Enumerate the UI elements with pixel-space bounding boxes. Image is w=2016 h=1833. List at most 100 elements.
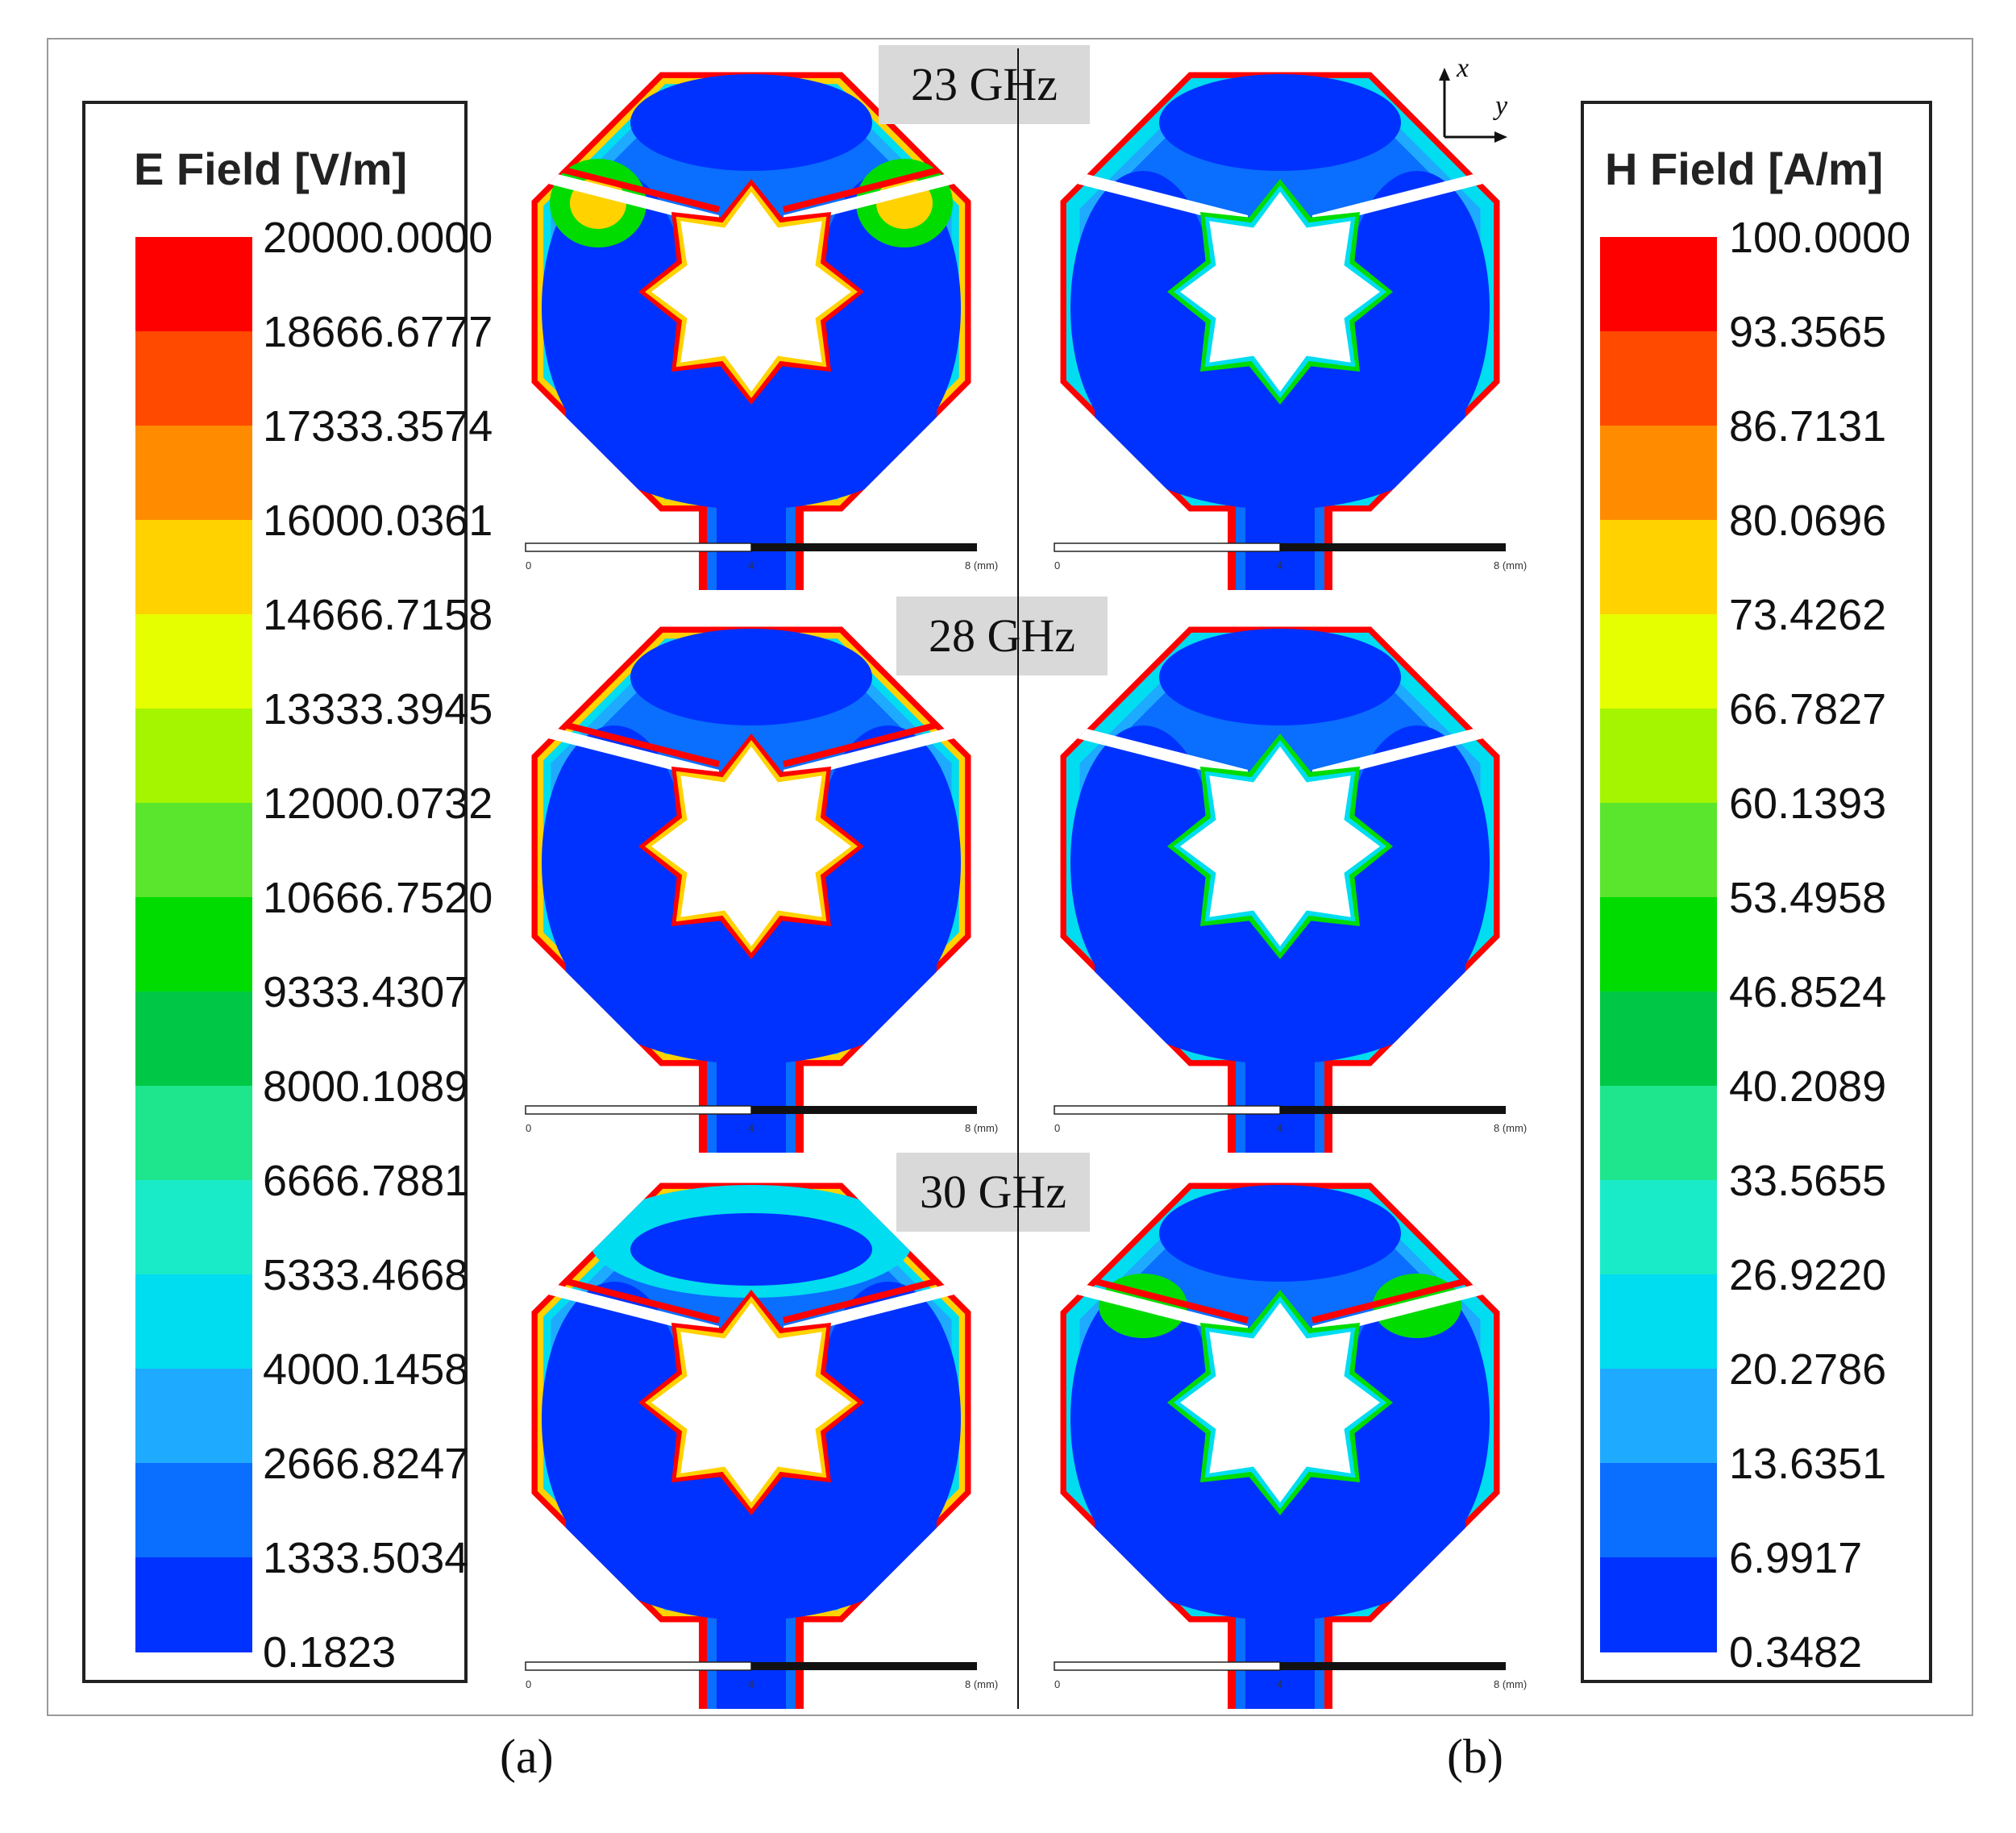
h-legend-label-11: 26.9220 (1729, 1251, 1887, 1299)
h-field-legend-title: H Field [A/m] (1605, 143, 1884, 194)
e-legend-label-3: 16000.0361 (263, 497, 493, 545)
scale-bar: 0 4 8 (mm) (1054, 1105, 1527, 1134)
field-plot-svg: 0 4 8 (mm) (1054, 1183, 1527, 1709)
field-plot-svg: 0 4 8 (mm) (1054, 72, 1527, 590)
e-legend-swatch-9 (135, 1086, 252, 1181)
scale-mid-label: 4 (1277, 1678, 1282, 1690)
field-panel-e23: 0 4 8 (mm) (493, 42, 1009, 590)
scale-bar: 0 4 8 (mm) (525, 1105, 998, 1134)
e-legend-label-1: 18666.6777 (263, 308, 493, 356)
scale-mid-label: 4 (748, 1122, 754, 1134)
antenna-field-map (531, 1183, 971, 1709)
h-legend-label-3: 80.0696 (1729, 497, 1887, 545)
scale-start-label: 0 (1054, 1678, 1060, 1690)
e-legend-label-7: 10666.7520 (263, 874, 493, 922)
field-panel-h30: 0 4 8 (mm) (1022, 1153, 1538, 1709)
h-legend-label-12: 20.2786 (1729, 1345, 1887, 1394)
h-legend-swatch-5 (1600, 709, 1717, 804)
h-legend-swatch-2 (1600, 426, 1717, 521)
h-legend-swatch-8 (1600, 991, 1717, 1087)
h-legend-swatch-3 (1600, 520, 1717, 615)
h-legend-label-13: 13.6351 (1729, 1440, 1887, 1488)
h-legend-label-5: 66.7827 (1729, 685, 1887, 734)
scale-end-label: 8 (mm) (1494, 1122, 1527, 1134)
h-legend-label-10: 33.5655 (1729, 1157, 1887, 1205)
field-plot-svg: 0 4 8 (mm) (525, 72, 998, 590)
e-legend-swatch-4 (135, 614, 252, 709)
h-legend-swatch-12 (1600, 1369, 1717, 1464)
h-legend-swatch-6 (1600, 803, 1717, 898)
field-plot-svg: 0 4 8 (mm) (1054, 626, 1527, 1153)
field-panel-h23: 0 4 8 (mm) (1022, 42, 1538, 590)
x-axis-arrowhead (1439, 68, 1450, 81)
e-field-legend: E Field [V/m] 20000.0000 18666.6777 17333.… (82, 101, 493, 1683)
e-legend-label-2: 17333.3574 (263, 402, 493, 451)
e-legend-label-0: 20000.0000 (263, 214, 493, 262)
scale-start-label: 0 (1054, 559, 1060, 572)
e-legend-swatch-0 (135, 237, 252, 332)
field-plot-svg: 0 4 8 (mm) (525, 1183, 998, 1709)
scale-start-label: 0 (526, 1122, 531, 1134)
field-panel-e30: 0 4 8 (mm) (493, 1153, 1009, 1709)
y-axis-arrowhead (1494, 131, 1507, 143)
scale-bar: 0 4 8 (mm) (525, 1661, 998, 1690)
e-legend-swatch-13 (135, 1463, 252, 1558)
e-legend-swatch-10 (135, 1180, 252, 1275)
frequency-label-28ghz: 28 GHz (896, 596, 1108, 675)
h-legend-label-7: 53.4958 (1729, 874, 1887, 922)
scale-bar: 0 4 8 (mm) (1054, 542, 1527, 572)
e-legend-label-6: 12000.0732 (263, 779, 493, 828)
e-legend-label-4: 14666.7158 (263, 591, 493, 639)
scale-bar: 0 4 8 (mm) (525, 542, 998, 572)
h-legend-label-6: 60.1393 (1729, 779, 1887, 828)
h-legend-label-9: 40.2089 (1729, 1062, 1887, 1111)
frequency-label-23ghz: 23 GHz (879, 45, 1090, 124)
h-legend-label-0: 100.0000 (1729, 214, 1911, 262)
e-legend-swatch-1 (135, 331, 252, 426)
antenna-field-map (1060, 626, 1500, 1153)
h-field-legend: H Field [A/m] 100.0000 93.3565 86.7131 80.0… (1581, 101, 1932, 1683)
e-legend-swatch-3 (135, 520, 252, 615)
scale-mid-label: 4 (1277, 559, 1282, 572)
h-legend-swatch-11 (1600, 1274, 1717, 1370)
e-legend-swatch-7 (135, 897, 252, 992)
e-legend-swatch-12 (135, 1369, 252, 1464)
e-legend-swatch-11 (135, 1274, 252, 1370)
h-legend-swatch-9 (1600, 1086, 1717, 1181)
h-legend-label-15: 0.3482 (1729, 1628, 1863, 1677)
e-legend-label-12: 4000.1458 (263, 1345, 469, 1394)
h-legend-swatch-10 (1600, 1180, 1717, 1275)
h-legend-label-14: 6.9917 (1729, 1534, 1863, 1582)
e-legend-swatch-2 (135, 426, 252, 521)
e-legend-label-9: 8000.1089 (263, 1062, 469, 1111)
h-legend-swatch-14 (1600, 1557, 1717, 1652)
caption-b: (b) (1447, 1730, 1503, 1783)
antenna-field-map (531, 626, 971, 1153)
e-legend-label-14: 1333.5034 (263, 1534, 469, 1582)
h-legend-label-1: 93.3565 (1729, 308, 1887, 356)
e-legend-swatch-5 (135, 709, 252, 804)
h-legend-label-8: 46.8524 (1729, 968, 1887, 1016)
scale-end-label: 8 (mm) (965, 1122, 998, 1134)
h-legend-label-4: 73.4262 (1729, 591, 1887, 639)
e-legend-label-10: 6666.7881 (263, 1157, 469, 1205)
e-legend-swatch-14 (135, 1557, 252, 1652)
h-legend-swatch-0 (1600, 237, 1717, 332)
antenna-field-map (1060, 1183, 1500, 1709)
scale-end-label: 8 (mm) (1494, 559, 1527, 572)
scale-end-label: 8 (mm) (1494, 1678, 1527, 1690)
scale-mid-label: 4 (1277, 1122, 1282, 1134)
axis-indicator (1439, 68, 1507, 143)
y-axis-label: y (1495, 91, 1508, 121)
scale-bar: 0 4 8 (mm) (1054, 1661, 1527, 1690)
e-field-legend-title: E Field [V/m] (134, 143, 408, 194)
scale-end-label: 8 (mm) (965, 559, 998, 572)
h-legend-swatch-1 (1600, 331, 1717, 426)
scale-start-label: 0 (526, 1678, 531, 1690)
h-legend-swatch-7 (1600, 897, 1717, 992)
caption-a: (a) (500, 1730, 554, 1783)
e-legend-label-11: 5333.4668 (263, 1251, 469, 1299)
e-legend-label-5: 13333.3945 (263, 685, 493, 734)
column-divider (1017, 48, 1019, 1709)
e-legend-swatch-8 (135, 991, 252, 1087)
